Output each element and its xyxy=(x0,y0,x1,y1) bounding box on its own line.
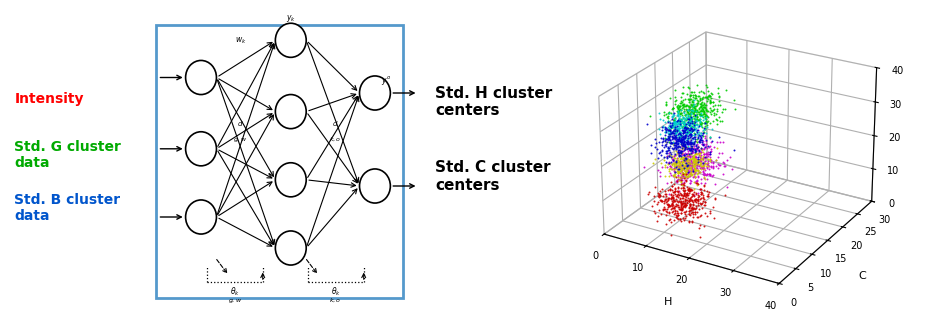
FancyBboxPatch shape xyxy=(156,25,403,298)
Text: $k,o$: $k,o$ xyxy=(329,297,342,304)
Circle shape xyxy=(275,231,306,265)
Circle shape xyxy=(359,169,391,203)
Circle shape xyxy=(359,76,391,110)
Text: $d$: $d$ xyxy=(333,119,338,129)
Text: $g,w$: $g,w$ xyxy=(227,297,242,305)
Text: Std. G cluster
data: Std. G cluster data xyxy=(15,140,122,170)
Text: $g,w$: $g,w$ xyxy=(233,135,248,144)
Circle shape xyxy=(275,23,306,57)
Circle shape xyxy=(185,200,217,234)
Text: $y_k$: $y_k$ xyxy=(286,13,295,24)
Text: Intensity: Intensity xyxy=(15,92,84,106)
Text: $\theta_k$: $\theta_k$ xyxy=(331,285,340,298)
Circle shape xyxy=(185,132,217,166)
Y-axis label: C: C xyxy=(858,271,867,281)
Text: $w_k$: $w_k$ xyxy=(235,35,246,46)
Circle shape xyxy=(275,163,306,197)
Text: $y^o$: $y^o$ xyxy=(381,74,391,87)
X-axis label: H: H xyxy=(664,297,672,307)
Text: $k,o$: $k,o$ xyxy=(329,136,342,143)
Circle shape xyxy=(185,60,217,95)
Text: $d$: $d$ xyxy=(237,119,243,129)
Text: Std. B cluster
data: Std. B cluster data xyxy=(15,193,121,223)
Text: Std. C cluster
centers: Std. C cluster centers xyxy=(435,161,551,193)
Text: $\theta_k$: $\theta_k$ xyxy=(230,285,239,298)
Text: Std. H cluster
centers: Std. H cluster centers xyxy=(435,86,553,118)
Circle shape xyxy=(275,95,306,129)
